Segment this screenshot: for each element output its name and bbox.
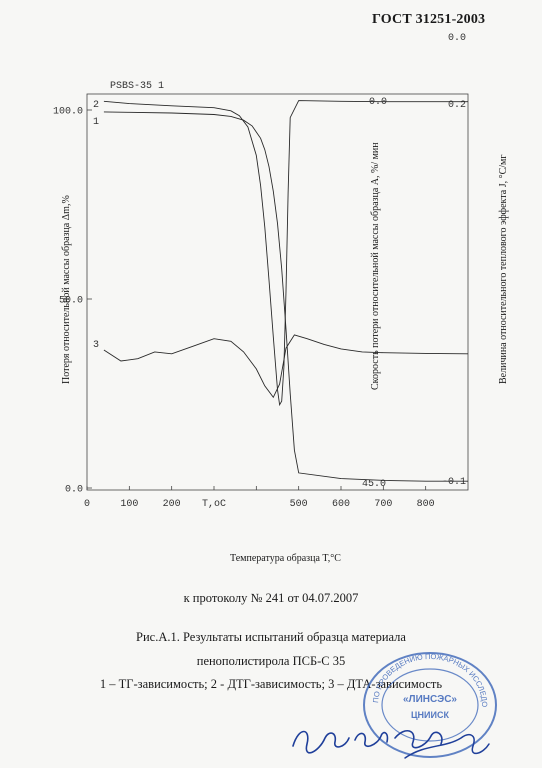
round-seal: ПО ПРОВЕДЕНИЮ ПОЖАРНЫХ ИССЛЕДОВАНИЙ «ЛИН… [360, 650, 497, 758]
y-axis-title-mass-loss: Потеря относительной массы образца Δm,% [61, 195, 72, 384]
tga-chart: PSBS-35 1 0.0 50.0 100.0 0 100 200 T,oC 500 600… [53, 33, 469, 510]
x-axis-title: Температура образца T,°C [230, 553, 341, 564]
y-axis-title-heat-effect: Величина относительного теплового эффект… [498, 154, 509, 384]
x-tick-label: 500 [290, 499, 308, 510]
svg-text:ЦНИИСК: ЦНИИСК [411, 710, 450, 720]
y-axis-title-loss-rate: Скорость потери относительной массы обра… [370, 142, 381, 390]
figure-caption-line1: Рис.А.1. Результаты испытаний образца ма… [136, 630, 406, 644]
right-axis-tick-label: 0.2 [448, 100, 466, 111]
x-tick-label: 200 [163, 499, 181, 510]
curve-legend: 1 – ТГ-зависимость; 2 - ДТГ-зависимость;… [99, 677, 443, 691]
y-tick-label: 0.0 [65, 485, 83, 496]
right-axis-tick-label: 0.0 [448, 33, 466, 44]
x-tick-label: 100 [120, 499, 138, 510]
series-line-3 [103, 334, 469, 399]
sample-label: PSBS-35 1 [110, 81, 164, 92]
curve-number-label: 2 [93, 100, 99, 111]
series-line-1 [103, 111, 468, 482]
curve-number-label: 3 [93, 340, 99, 351]
inner-axis-label: 0.0 [369, 97, 387, 108]
y-tick-label: 100.0 [53, 107, 83, 118]
x-tick-label: 600 [332, 499, 350, 510]
standard-number: ГОСТ 31251-2003 [372, 12, 486, 27]
plot-frame [86, 93, 469, 491]
curve-number-label: 1 [93, 117, 99, 128]
handwritten-signature [292, 730, 490, 759]
y-tick-label: 50.0 [59, 296, 83, 307]
series-line-2 [103, 100, 468, 407]
x-tick-label: 0 [84, 499, 90, 510]
x-tick-label: T,oC [202, 499, 226, 510]
figure-caption-line2: пенополистирола ПСБ-С 35 [196, 654, 346, 668]
x-tick-label: 700 [374, 499, 392, 510]
inner-axis-label: 45.0 [362, 479, 386, 490]
protocol-reference: к протоколу № 241 от 04.07.2007 [183, 591, 359, 605]
svg-text:«ЛИНСЭС»: «ЛИНСЭС» [403, 694, 457, 705]
right-axis-tick-label: -0.1 [442, 477, 466, 488]
x-tick-label: 800 [417, 499, 435, 510]
